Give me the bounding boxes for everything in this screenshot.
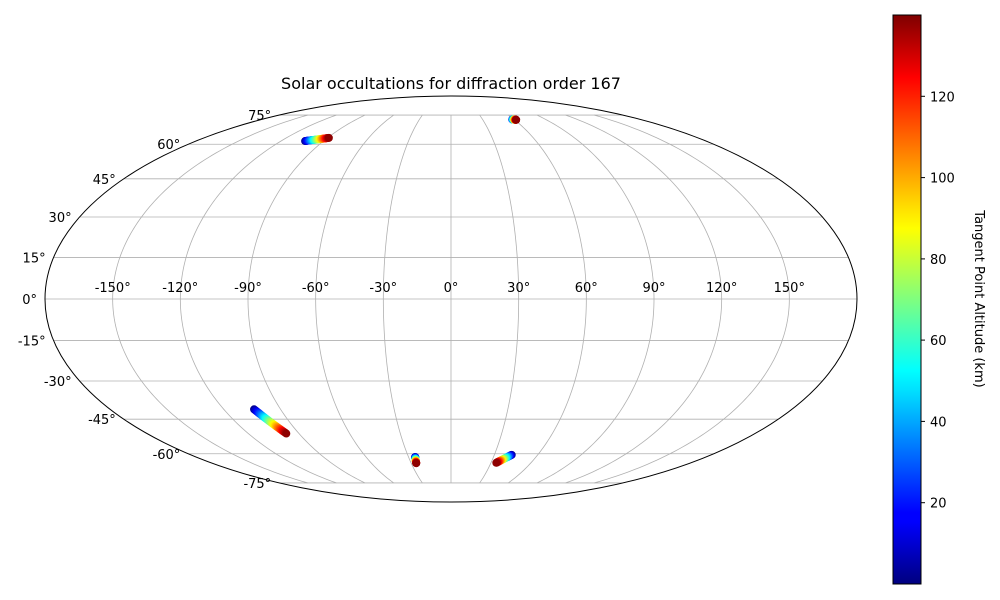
longitude-tick-label: 30° — [507, 281, 530, 296]
map-grid — [45, 114, 857, 484]
longitude-tick-label: -120° — [162, 281, 198, 296]
occultation-point — [282, 429, 291, 438]
colorbar-tick-label: 80 — [930, 253, 947, 268]
colorbar-tick-label: 40 — [930, 415, 947, 430]
latitude-tick-label: -45° — [88, 413, 116, 428]
occultation-point — [492, 458, 501, 467]
colorbar — [892, 14, 922, 585]
occultation-point — [412, 459, 421, 468]
longitude-tick-label: -30° — [369, 281, 397, 296]
longitude-tick-label: 60° — [575, 281, 598, 296]
longitude-tick-label: -90° — [234, 281, 262, 296]
occultation-point — [512, 115, 521, 124]
latitude-tick-label: 45° — [93, 173, 116, 188]
longitude-tick-label: 0° — [444, 281, 459, 296]
longitude-tick-label: 90° — [642, 281, 665, 296]
colorbar-ticks: 20 40 60 80 100 120 — [921, 90, 955, 512]
chart-title: Solar occultations for diffraction order… — [281, 74, 621, 93]
latitude-tick-label: -30° — [44, 375, 72, 390]
longitude-tick-label: 150° — [774, 281, 805, 296]
colorbar-tick-label: 100 — [930, 172, 955, 187]
colorbar-tick-label: 120 — [930, 90, 955, 105]
map-boundary — [44, 95, 858, 503]
latitude-tick-label: 75° — [248, 109, 271, 124]
latitude-tick-label: -75° — [243, 477, 271, 492]
colorbar-label: Tangent Point Altitude (km) — [971, 209, 986, 387]
latitude-tick-label: 0° — [22, 293, 37, 308]
colorbar-tick-label: 60 — [930, 334, 947, 349]
latitude-tick-label: -15° — [18, 335, 46, 350]
latitude-tick-labels: -75° -60° -45° -30° -15° 0° 15° 30° 45° 60° 75° — [18, 109, 271, 492]
latitude-tick-label: -60° — [153, 448, 181, 463]
longitude-tick-label: -60° — [302, 281, 330, 296]
longitude-tick-label: 120° — [706, 281, 737, 296]
latitude-tick-label: 60° — [157, 138, 180, 153]
latitude-tick-label: 15° — [23, 251, 46, 266]
occultation-point — [324, 133, 333, 142]
longitude-tick-label: -150° — [95, 281, 131, 296]
longitude-tick-labels: -150° -120° -90° -60° -30° 0° 30° 60° 90° 120° 150… — [95, 281, 805, 296]
occultation-points — [250, 115, 521, 468]
colorbar-tick-label: 20 — [930, 497, 947, 512]
latitude-tick-label: 30° — [49, 211, 72, 226]
